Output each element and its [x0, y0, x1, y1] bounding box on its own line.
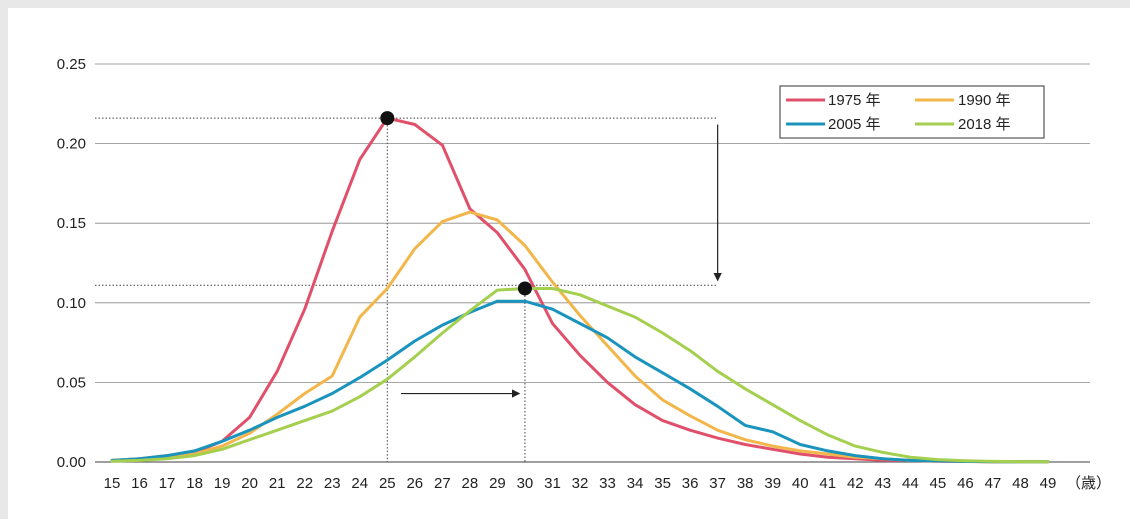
series-line-0: [110, 116, 1050, 464]
y-axis: 0.00 0.05 0.10 0.15 0.20 0.25: [57, 56, 86, 471]
x-axis-unit-label: （歳）: [1066, 475, 1111, 492]
y-tick-label: 0.10: [57, 295, 86, 312]
y-tick-label: 0.15: [57, 215, 86, 232]
marker-layer: [380, 111, 532, 296]
x-tick-label: 40: [792, 475, 809, 492]
legend-label-2005: 2005 年: [828, 116, 881, 133]
x-tick-label: 30: [517, 475, 534, 492]
x-tick-label: 37: [709, 475, 726, 492]
x-tick-label: 38: [737, 475, 754, 492]
x-tick-label: 25: [379, 475, 396, 492]
legend-label-1975: 1975 年: [828, 92, 881, 109]
legend-label-1990: 1990 年: [958, 92, 1011, 109]
series-line-2: [110, 299, 1050, 464]
x-tick-label: 32: [572, 475, 589, 492]
peak-marker-point: [380, 111, 395, 126]
x-tick-label: 36: [682, 475, 699, 492]
x-tick-label: 34: [627, 475, 644, 492]
peak-marker-point: [517, 281, 532, 296]
x-tick-label: 19: [214, 475, 231, 492]
x-tick-label: 43: [874, 475, 891, 492]
x-tick-label: 33: [599, 475, 616, 492]
x-tick-label: 39: [764, 475, 781, 492]
x-tick-label: 45: [930, 475, 947, 492]
x-axis: （歳） 15 16 17 18 19 20 21 22 23 24 25 26 27 28 29 30 31 32…: [104, 475, 1111, 492]
series-line-3: [110, 287, 1050, 464]
x-tick-label: 22: [296, 475, 313, 492]
x-tick-label: 49: [1040, 475, 1057, 492]
x-tick-label: 31: [544, 475, 561, 492]
x-tick-label: 29: [489, 475, 506, 492]
x-tick-label: 44: [902, 475, 919, 492]
x-tick-label: 21: [269, 475, 286, 492]
x-tick-label: 46: [957, 475, 974, 492]
annotation-layer: [95, 117, 722, 462]
x-tick-label: 47: [985, 475, 1002, 492]
series-layer: [110, 116, 1050, 464]
x-tick-label: 35: [654, 475, 671, 492]
x-tick-label: 23: [324, 475, 341, 492]
y-tick-label: 0.05: [57, 374, 86, 391]
x-tick-label: 42: [847, 475, 864, 492]
x-tick-label: 41: [819, 475, 836, 492]
legend-box: [779, 85, 1045, 139]
x-tick-label: 26: [406, 475, 423, 492]
y-tick-label: 0.00: [57, 454, 86, 471]
x-tick-label: 28: [462, 475, 479, 492]
x-tick-label: 24: [351, 475, 368, 492]
x-tick-label: 27: [434, 475, 451, 492]
y-tick-label: 0.25: [57, 56, 86, 73]
series-line-1: [110, 210, 1050, 464]
x-tick-label: 16: [131, 475, 148, 492]
x-tick-label: 20: [241, 475, 258, 492]
x-tick-label: 15: [104, 475, 121, 492]
legend-label-2018: 2018 年: [958, 116, 1011, 133]
y-tick-label: 0.20: [57, 136, 86, 153]
x-tick-label: 48: [1012, 475, 1029, 492]
x-tick-label: 18: [186, 475, 203, 492]
x-tick-label: 17: [159, 475, 176, 492]
legend: 1975 年 1990 年 2005 年 2018 年: [779, 85, 1045, 139]
